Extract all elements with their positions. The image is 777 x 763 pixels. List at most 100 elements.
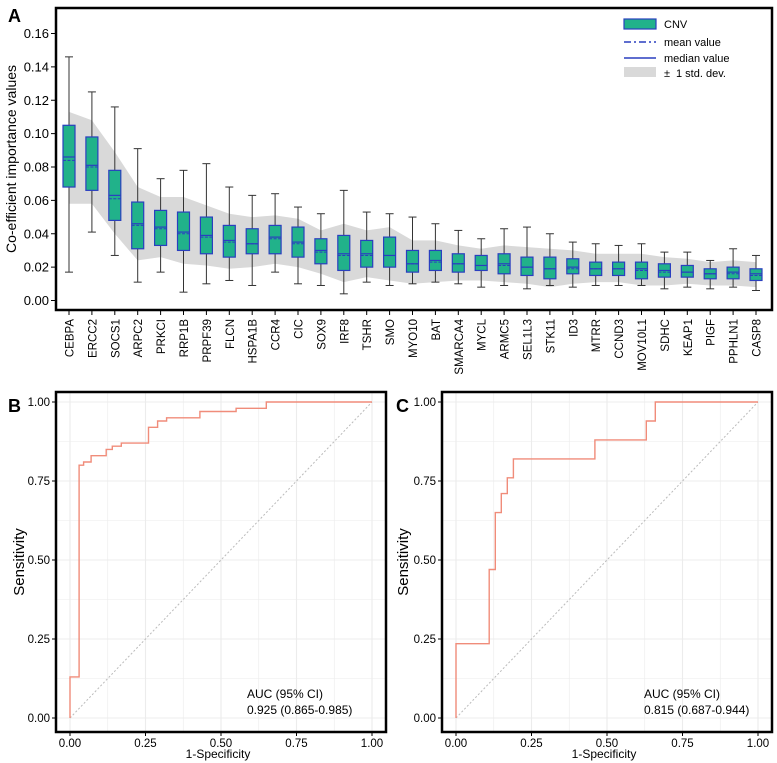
x-tick-label: 1.00 <box>747 738 769 750</box>
x-tick-label-pigf: PIGF <box>706 319 718 346</box>
y-tick-label: 0.50 <box>414 555 436 567</box>
x-tick-label-mtrr: MTRR <box>591 319 603 352</box>
box-smo <box>383 213 397 286</box>
x-tick-label: 0.50 <box>596 738 618 750</box>
x-tick-label-smarca4: SMARCA4 <box>454 318 466 374</box>
box-iqr <box>680 264 694 278</box>
box-socs1 <box>108 106 122 256</box>
x-tick-label-id3: ID3 <box>568 319 580 337</box>
box-iqr <box>543 256 557 280</box>
box-sel1l3 <box>520 226 534 290</box>
legend-std-symbol: ± <box>664 68 670 80</box>
x-tick-label: 0.50 <box>210 738 232 750</box>
x-tick-label-pphln1: PPHLN1 <box>729 319 741 364</box>
panel-c-roc-curve <box>455 401 758 718</box>
x-tick-label-ccnd3: CCND3 <box>614 319 626 359</box>
panel-b-auc-heading: AUC (95% CI) <box>247 687 323 701</box>
legend-label-mean: mean value <box>664 37 721 49</box>
legend-label-cnv: CNV <box>664 19 688 31</box>
x-tick-label-sdhc: SDHC <box>660 319 672 352</box>
legend-label-std: 1 std. dev. <box>676 68 726 80</box>
x-tick-label-irf8: IRF8 <box>339 319 351 344</box>
x-tick-label-myo10: MYO10 <box>408 319 420 358</box>
panel-c-x-title: 1-Specificity <box>572 747 637 761</box>
std-band-area <box>69 111 756 288</box>
y-tick-label: 1.00 <box>28 397 50 409</box>
x-tick-label: 0.75 <box>671 738 693 750</box>
y-axis: 0.00 0.02 0.04 0.06 0.08 0.10 0.12 0.14 0.16 <box>24 26 56 308</box>
y-tick-label: 0.00 <box>414 713 436 725</box>
y-tick-label: 0.25 <box>28 634 50 646</box>
x-tick-label-cebpa: CEBPA <box>65 319 77 357</box>
box-series <box>62 56 763 295</box>
box-sox9 <box>314 213 328 286</box>
x-tick-label-sox9: SOX9 <box>316 319 328 350</box>
x-tick-label-mov10l1: MOV10L1 <box>637 319 649 371</box>
box-myo10 <box>405 216 420 285</box>
x-tick-label-armc5: ARMC5 <box>500 319 512 359</box>
box-iqr <box>451 253 465 273</box>
panel-a-boxplot: 0.00 0.02 0.04 0.06 0.08 0.10 0.12 0.14 0.16 CEB… <box>3 6 774 375</box>
x-tick-label-flcn: FLCN <box>225 319 237 349</box>
std-dev-band <box>69 111 756 288</box>
x-tick-label-prkci: PRKCI <box>156 319 168 354</box>
box-iqr <box>62 124 76 188</box>
box-prpf39 <box>199 163 213 285</box>
panel-c-auc-heading: AUC (95% CI) <box>644 687 720 701</box>
x-tick-label-ercc2: ERCC2 <box>87 319 99 358</box>
x-tick-label: 1.00 <box>361 738 383 750</box>
panel-b-diagonal <box>69 401 373 719</box>
x-axis: CEBPA ERCC2 SOCS1 ARPC2 PRKCI RRP1B PRPF39 FLCN… <box>65 310 764 375</box>
box-iqr <box>245 228 259 255</box>
box-iqr <box>383 236 397 268</box>
x-tick-label-keap1: KEAP1 <box>683 319 695 356</box>
panel-b-auc-value: 0.925 (0.865-0.985) <box>247 703 352 717</box>
box-mtrr <box>589 243 603 286</box>
box-iqr <box>337 234 351 272</box>
box-iqr <box>566 258 580 275</box>
box-prkci <box>154 178 168 273</box>
x-tick-label-ccr4: CCR4 <box>271 318 283 350</box>
panel-c-roc: 0.00 0.25 0.50 0.75 1.00 0.00 0.25 0.50 0.75 1.00… <box>395 390 774 761</box>
x-tick-label-cic: CIC <box>294 319 306 339</box>
y-tick-label: 0.75 <box>414 476 436 488</box>
box-pphln1 <box>726 248 740 288</box>
box-ccr4 <box>268 193 282 273</box>
box-irf8 <box>337 189 351 295</box>
box-ercc2 <box>85 91 99 233</box>
y-tick-label: 0.75 <box>28 476 50 488</box>
y-tick-label: 0.50 <box>28 555 50 567</box>
x-tick-label: 0.25 <box>134 738 156 750</box>
panel-c-grid <box>442 392 772 732</box>
y-tick-label: 0.04 <box>24 226 49 241</box>
panel-c-y-title: Sensitivity <box>395 528 412 596</box>
panel-label-b: B <box>8 396 21 416</box>
y-tick-label: 0.02 <box>24 260 49 275</box>
box-flcn <box>222 186 236 281</box>
box-iqr <box>85 136 99 191</box>
x-tick-label-socs1: SOCS1 <box>110 319 122 358</box>
y-tick-label: 0.14 <box>24 59 49 74</box>
y-tick-label: 1.00 <box>414 397 436 409</box>
box-stk11 <box>543 233 557 286</box>
panel-c-diagonal <box>455 401 759 719</box>
box-iqr <box>405 249 420 273</box>
panel-b-roc: 0.00 0.25 0.50 0.75 1.00 0.00 0.25 0.50 0.75 1.00… <box>11 390 388 761</box>
box-bat <box>428 223 442 283</box>
box-tshr <box>360 211 374 283</box>
y-tick-label: 0.06 <box>24 193 49 208</box>
x-tick-label: 0.75 <box>285 738 307 750</box>
x-tick-label-prpf39: PRPF39 <box>202 319 214 362</box>
box-rrp1b <box>176 169 191 293</box>
panel-label-a: A <box>8 6 21 26</box>
x-tick-label-rrp1b: RRP1B <box>179 319 191 358</box>
box-ccnd3 <box>611 244 626 286</box>
x-tick-label-arpc2: ARPC2 <box>133 319 145 357</box>
x-tick-label: 0.00 <box>445 738 467 750</box>
x-tick-label-mycl: MYCL <box>477 318 489 351</box>
y-axis-title: Co-efficient importance values <box>3 65 19 253</box>
y-tick-label: 0.00 <box>24 293 49 308</box>
panel-b-x-title: 1-Specificity <box>186 747 251 761</box>
panel-b-y-title: Sensitivity <box>11 528 28 596</box>
